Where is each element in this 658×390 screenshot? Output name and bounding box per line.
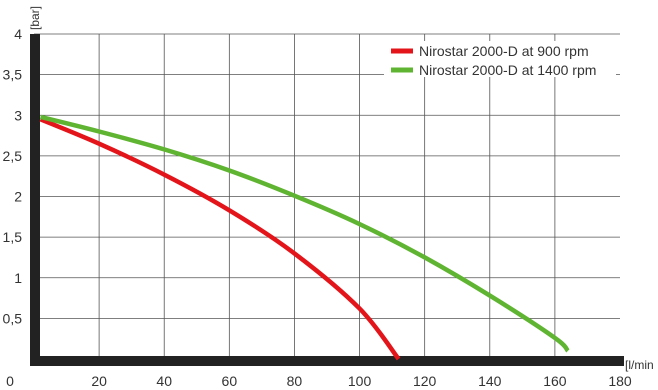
y-axis-unit-label: [bar] (28, 6, 42, 30)
x-tick-label: 160 (543, 373, 567, 389)
y-tick-labels: 0,5 1 1,5 2 2,5 3 3,5 4 (3, 26, 23, 326)
x-tick-label: 80 (287, 373, 303, 389)
y-tick-label: 3 (14, 107, 22, 123)
axes (30, 34, 624, 366)
series-line-1 (39, 117, 401, 361)
legend-label: Nirostar 2000-D at 900 rpm (419, 43, 589, 59)
x-tick-label: 180 (608, 373, 632, 389)
y-tick-label: 3,5 (3, 67, 23, 83)
legend-box (384, 41, 616, 77)
series-lines (39, 114, 570, 361)
x-tick-label: 120 (413, 373, 437, 389)
y-tick-label: 0,5 (3, 310, 23, 326)
y-tick-label: 1 (14, 270, 22, 286)
x-origin-label: 0 (6, 373, 14, 389)
x-tick-label: 20 (91, 373, 107, 389)
y-axis-bar (30, 34, 40, 365)
y-tick-label: 2 (14, 189, 22, 205)
y-tick-label: 1,5 (3, 229, 23, 245)
x-axis-bar (30, 356, 624, 366)
x-tick-label: 60 (222, 373, 238, 389)
legend-label: Nirostar 2000-D at 1400 rpm (419, 62, 596, 78)
x-tick-label: 100 (348, 373, 372, 389)
x-axis-unit-label: [l/min (625, 358, 654, 372)
series-line-2 (39, 114, 570, 353)
x-tick-label: 140 (478, 373, 502, 389)
y-tick-label: 4 (14, 26, 22, 42)
y-tick-label: 2,5 (3, 148, 23, 164)
x-tick-labels: 20 40 60 80 100 120 140 160 180 0 (6, 373, 632, 389)
legend: Nirostar 2000-D at 900 rpm Nirostar 2000-… (384, 41, 616, 78)
x-tick-label: 40 (156, 373, 172, 389)
grid-lines (34, 33, 620, 359)
